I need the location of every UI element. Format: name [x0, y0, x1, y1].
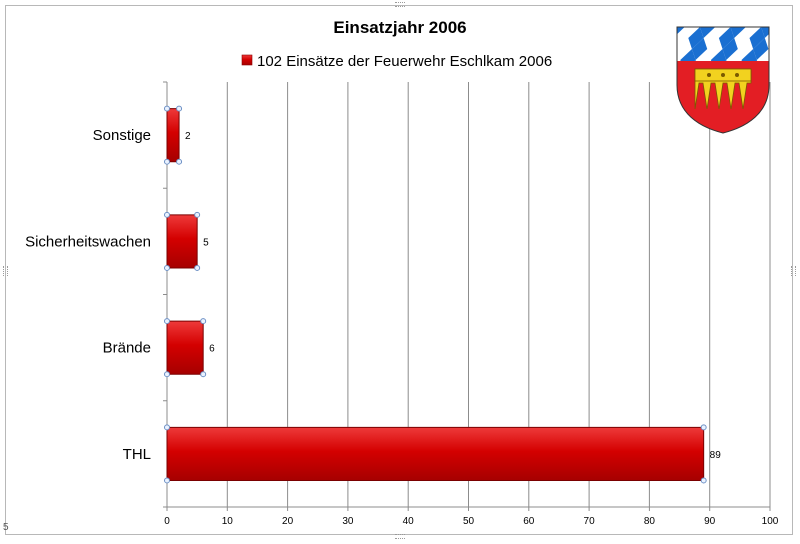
x-tick-label: 80 — [644, 516, 656, 527]
x-tick-label: 50 — [463, 516, 475, 527]
x-tick-label: 90 — [704, 516, 716, 527]
lozenge — [722, 38, 738, 60]
lozenge — [649, 60, 672, 82]
x-tick-label: 0 — [164, 516, 170, 527]
category-label: THL — [123, 446, 151, 463]
lozenge — [688, 27, 704, 49]
bar[interactable] — [166, 426, 705, 481]
x-tick-label: 60 — [523, 516, 535, 527]
selection-handle[interactable] — [164, 158, 170, 165]
selection-handle[interactable] — [194, 264, 201, 271]
selection-handle[interactable] — [164, 318, 170, 325]
lozenge — [662, 5, 685, 27]
lozenge — [784, 5, 800, 27]
x-tick-label: 70 — [584, 516, 596, 527]
category-label: Sicherheitswachen — [25, 233, 151, 250]
lozenge — [768, 49, 791, 71]
x-tick-label: 40 — [403, 516, 415, 527]
resize-handle-top[interactable] — [395, 2, 405, 7]
data-label: 89 — [710, 450, 722, 461]
lozenge — [730, 27, 746, 38]
selection-handle[interactable] — [700, 424, 707, 431]
bars — [164, 105, 707, 484]
lozenge — [646, 49, 669, 71]
bar[interactable] — [166, 320, 204, 375]
data-label: 5 — [203, 237, 209, 248]
labels: 0 10 20 30 40 50 60 70 80 90 100 Sonstige 2 Sicherhei… — [25, 127, 779, 527]
lozenge — [692, 5, 715, 27]
lozenge — [753, 38, 769, 60]
data-label: 2 — [185, 131, 191, 142]
resize-handle-bottom[interactable] — [395, 534, 405, 539]
lozenge — [718, 27, 735, 49]
lozenge — [723, 5, 746, 27]
x-tick-label: 100 — [762, 516, 779, 527]
selection-handle[interactable] — [194, 211, 201, 218]
bar[interactable] — [166, 214, 198, 269]
selection-handle[interactable] — [164, 264, 170, 271]
selection-handle[interactable] — [700, 477, 707, 484]
lozenge — [654, 27, 677, 49]
selection-handle[interactable] — [176, 105, 183, 112]
legend-label: 102 Einsätze der Feuerwehr Eschlkam 2006 — [257, 53, 552, 70]
lozenge — [699, 27, 716, 38]
selection-handle[interactable] — [176, 158, 183, 165]
category-label: Sonstige — [93, 127, 151, 144]
corner-label: 5 — [3, 522, 9, 533]
resize-handle-right[interactable] — [791, 266, 796, 276]
selection-handle[interactable] — [164, 371, 170, 378]
selection-handle[interactable] — [200, 371, 207, 378]
lozenge — [761, 27, 769, 38]
lozenge — [749, 27, 765, 49]
coat-of-arms-icon — [646, 5, 800, 134]
x-tick-label: 20 — [282, 516, 294, 527]
lozenge — [754, 5, 777, 27]
x-tick-label: 30 — [342, 516, 354, 527]
selection-handle[interactable] — [164, 211, 170, 218]
selection-handle[interactable] — [164, 105, 170, 112]
selection-handle[interactable] — [164, 477, 170, 484]
legend: 102 Einsätze der Feuerwehr Eschlkam 2006 — [241, 53, 552, 70]
lozenge — [776, 27, 799, 49]
x-tick-label: 10 — [222, 516, 234, 527]
selection-handle[interactable] — [200, 318, 207, 325]
bar[interactable] — [166, 108, 180, 163]
resize-handle-left[interactable] — [3, 266, 8, 276]
lozenge — [691, 38, 708, 60]
category-label: Brände — [103, 340, 151, 357]
chart-title: Einsatzjahr 2006 — [333, 18, 466, 37]
legend-swatch — [241, 54, 253, 66]
selection-handle[interactable] — [164, 424, 170, 431]
data-label: 6 — [209, 344, 215, 355]
